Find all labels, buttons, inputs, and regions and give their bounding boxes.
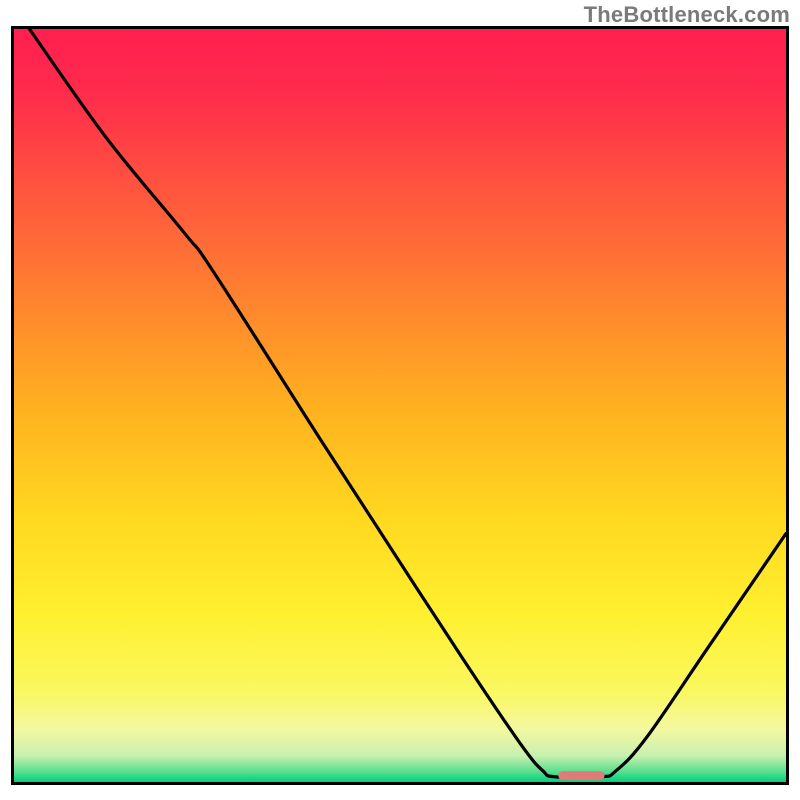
gradient-background: [14, 29, 786, 782]
watermark-text: TheBottleneck.com: [584, 2, 790, 28]
markers-group: [558, 771, 604, 780]
chart-container: TheBottleneck.com: [0, 0, 800, 800]
plot-svg: [14, 29, 786, 782]
plot-frame: [11, 26, 789, 785]
optimal-marker: [558, 771, 604, 780]
